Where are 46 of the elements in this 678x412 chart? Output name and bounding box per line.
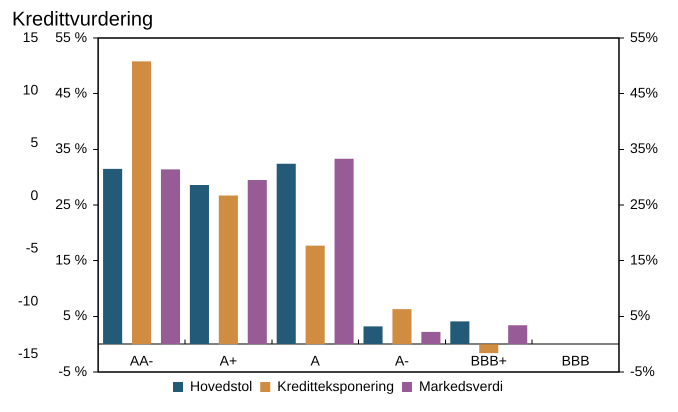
- y2-tick-label: 5%: [630, 307, 650, 324]
- y-tick-label: 15 %: [55, 252, 88, 268]
- bar: [306, 246, 325, 344]
- y2-tick-label: 35%: [630, 140, 658, 156]
- x-tick-label: A: [310, 352, 320, 368]
- y-tick-label: 35 %: [55, 140, 88, 156]
- y-tick-label: -5 %: [58, 362, 88, 379]
- bar: [508, 325, 528, 344]
- y3-tick-label: -10: [18, 292, 38, 308]
- bar: [103, 168, 122, 344]
- bar: [421, 332, 440, 344]
- y2-tick-label: 45%: [630, 84, 658, 101]
- bar: [392, 309, 412, 344]
- x-tick-label: BBB: [562, 352, 590, 368]
- bar: [160, 169, 180, 344]
- y2-tick-label: 15%: [630, 252, 658, 268]
- y-tick-label: 25 %: [55, 196, 88, 212]
- y3-tick-label: 5: [30, 134, 38, 150]
- y2-tick-label: 55%: [630, 28, 658, 45]
- legend-label: Hovedstol: [190, 378, 252, 394]
- x-tick-label: AA-: [130, 352, 154, 368]
- bar: [190, 184, 209, 344]
- y3-tick-label: -5: [26, 240, 38, 256]
- x-tick-label: BBB+: [470, 352, 507, 368]
- x-tick-label: A+: [220, 352, 238, 368]
- y3-tick-label: -15: [18, 344, 38, 361]
- y3-tick-label: 15: [22, 28, 38, 45]
- bar: [248, 180, 267, 344]
- bar: [334, 158, 354, 344]
- legend-label: Markedsverdi: [418, 378, 504, 394]
- y2-tick-label: -5%: [630, 362, 655, 379]
- x-tick-label: A-: [394, 352, 410, 368]
- chart-title: Kredittvurdering: [12, 8, 154, 31]
- bar: [276, 164, 296, 344]
- bar: [479, 344, 498, 354]
- y-tick-label: 45 %: [55, 84, 88, 101]
- y3-tick-label: 10: [22, 82, 38, 98]
- y-tick-label: 5 %: [63, 307, 88, 324]
- y3-tick-label: 0: [30, 186, 38, 203]
- bar: [450, 321, 470, 344]
- y2-tick-label: 25%: [630, 196, 658, 212]
- bar: [363, 326, 383, 344]
- y-tick-label: 55 %: [55, 28, 88, 45]
- legend-label: Kreditteksponering: [277, 378, 394, 394]
- bar: [132, 61, 152, 344]
- bar: [218, 196, 238, 344]
